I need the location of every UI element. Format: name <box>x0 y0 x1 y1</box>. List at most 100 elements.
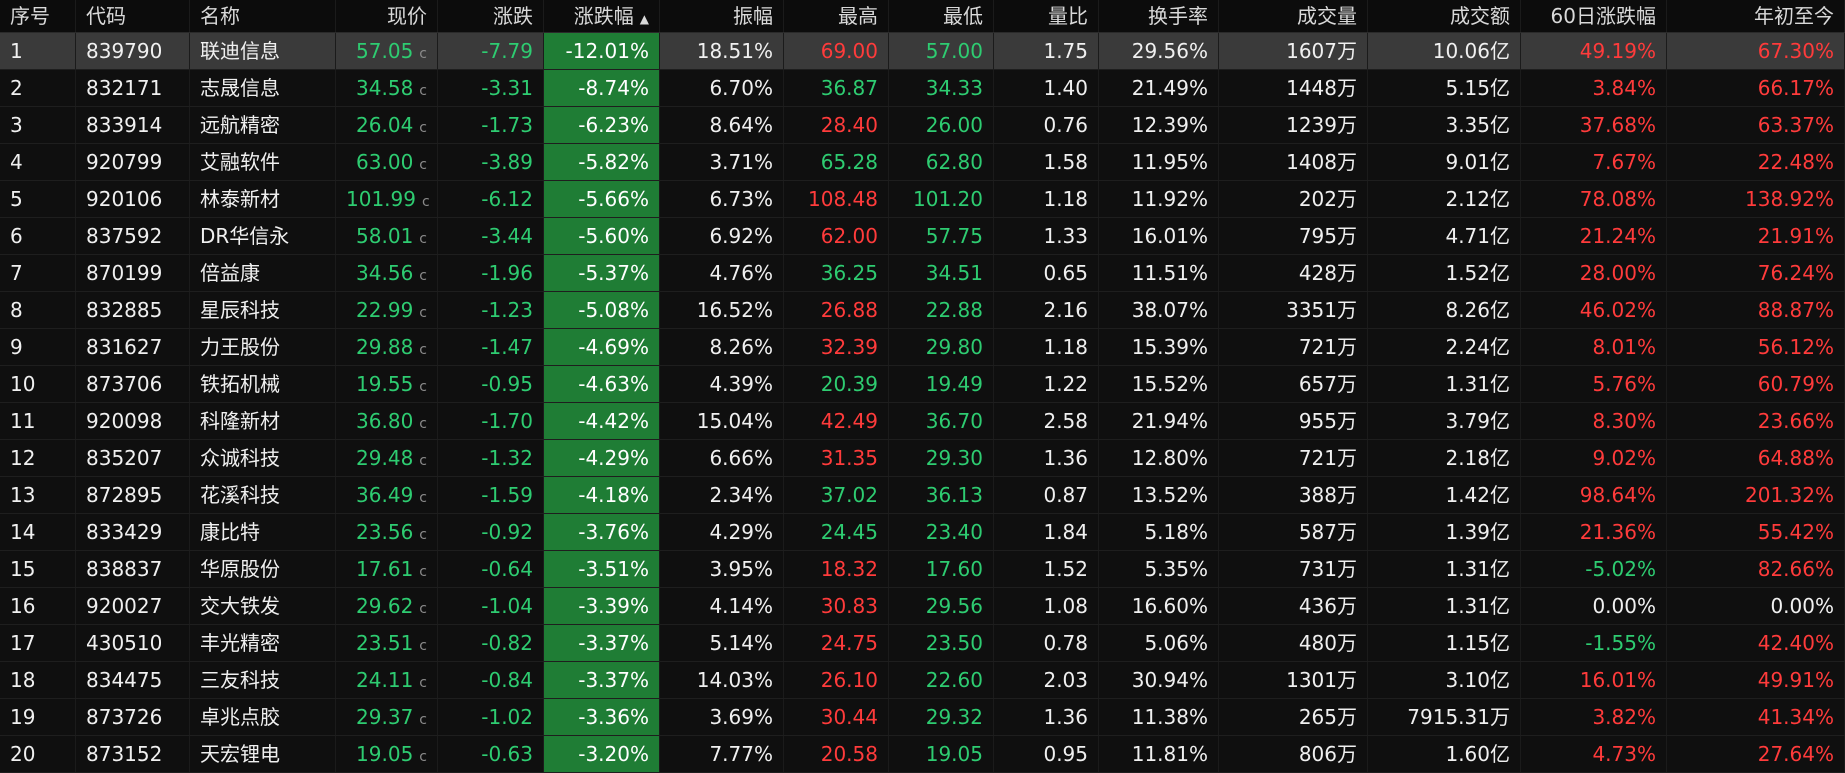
header-code[interactable]: 代码 <box>76 0 190 32</box>
header-change[interactable]: 涨跌 <box>438 0 544 32</box>
table-row[interactable]: 11 920098 科隆新材 36.80 c -1.70 -4.42% 15.04% 42.49… <box>0 403 1845 440</box>
stock-name[interactable]: 三友科技 <box>190 662 336 698</box>
table-row[interactable]: 16 920027 交大铁发 29.62 c -1.04 -3.39% 4.14% 30.83 2… <box>0 588 1845 625</box>
change-pct: -6.23% <box>544 107 660 143</box>
stock-name[interactable]: 力王股份 <box>190 329 336 365</box>
amplitude: 18.51% <box>660 33 784 69</box>
header-low[interactable]: 最低 <box>889 0 994 32</box>
stock-name[interactable]: 星辰科技 <box>190 292 336 328</box>
stock-code[interactable]: 837592 <box>76 218 190 254</box>
table-row[interactable]: 2 832171 志晟信息 34.58 c -3.31 -8.74% 6.70% 36.87 34… <box>0 70 1845 107</box>
row-index: 18 <box>0 662 76 698</box>
header-60d-change[interactable]: 60日涨跌幅 <box>1521 0 1667 32</box>
stock-code[interactable]: 839790 <box>76 33 190 69</box>
stock-code[interactable]: 920106 <box>76 181 190 217</box>
table-row[interactable]: 13 872895 花溪科技 36.49 c -1.59 -4.18% 2.34% 37.02 3… <box>0 477 1845 514</box>
table-row[interactable]: 19 873726 卓兆点胶 29.37 c -1.02 -3.36% 3.69% 30.44 2… <box>0 699 1845 736</box>
table-row[interactable]: 12 835207 众诚科技 29.48 c -1.32 -4.29% 6.66% 31.35 2… <box>0 440 1845 477</box>
price-change: -1.96 <box>438 255 544 291</box>
stock-name[interactable]: 远航精密 <box>190 107 336 143</box>
header-ytd[interactable]: 年初至今 <box>1667 0 1845 32</box>
stock-name[interactable]: DR华信永 <box>190 218 336 254</box>
price-flag: c <box>419 490 427 506</box>
stock-code[interactable]: 873152 <box>76 736 190 772</box>
table-row[interactable]: 7 870199 倍益康 34.56 c -1.96 -5.37% 4.76% 36.25 34.… <box>0 255 1845 292</box>
price-flag: c <box>419 749 427 765</box>
stock-code[interactable]: 873726 <box>76 699 190 735</box>
stock-name[interactable]: 康比特 <box>190 514 336 550</box>
stock-name[interactable]: 林泰新材 <box>190 181 336 217</box>
table-row[interactable]: 10 873706 铁拓机械 19.55 c -0.95 -4.63% 4.39% 20.39 1… <box>0 366 1845 403</box>
stock-code[interactable]: 430510 <box>76 625 190 661</box>
stock-code[interactable]: 833914 <box>76 107 190 143</box>
change-60d: 98.64% <box>1521 477 1667 513</box>
table-row[interactable]: 3 833914 远航精密 26.04 c -1.73 -6.23% 8.64% 28.40 26… <box>0 107 1845 144</box>
amplitude: 4.76% <box>660 255 784 291</box>
change-pct: -3.39% <box>544 588 660 624</box>
header-volume[interactable]: 成交量 <box>1219 0 1368 32</box>
header-price[interactable]: 现价 <box>336 0 438 32</box>
stock-name[interactable]: 铁拓机械 <box>190 366 336 402</box>
stock-name[interactable]: 科隆新材 <box>190 403 336 439</box>
stock-code[interactable]: 831627 <box>76 329 190 365</box>
change-pct: -4.42% <box>544 403 660 439</box>
table-row[interactable]: 15 838837 华原股份 17.61 c -0.64 -3.51% 3.95% 18.32 1… <box>0 551 1845 588</box>
header-amplitude[interactable]: 振幅 <box>660 0 784 32</box>
header-high[interactable]: 最高 <box>784 0 889 32</box>
stock-code[interactable]: 872895 <box>76 477 190 513</box>
stock-code[interactable]: 873706 <box>76 366 190 402</box>
header-volume-ratio[interactable]: 量比 <box>994 0 1099 32</box>
table-row[interactable]: 18 834475 三友科技 24.11 c -0.84 -3.37% 14.03% 26.10… <box>0 662 1845 699</box>
stock-name[interactable]: 联迪信息 <box>190 33 336 69</box>
table-row[interactable]: 9 831627 力王股份 29.88 c -1.47 -4.69% 8.26% 32.39 29… <box>0 329 1845 366</box>
stock-name[interactable]: 天宏锂电 <box>190 736 336 772</box>
stock-code[interactable]: 835207 <box>76 440 190 476</box>
stock-name[interactable]: 艾融软件 <box>190 144 336 180</box>
price-flag: c <box>419 268 427 284</box>
price-flag: c <box>419 305 427 321</box>
stock-code[interactable]: 870199 <box>76 255 190 291</box>
volume-ratio: 2.16 <box>994 292 1099 328</box>
stock-name[interactable]: 交大铁发 <box>190 588 336 624</box>
table-row[interactable]: 8 832885 星辰科技 22.99 c -1.23 -5.08% 16.52% 26.88 2… <box>0 292 1845 329</box>
stock-name[interactable]: 华原股份 <box>190 551 336 587</box>
header-turnover-rate[interactable]: 换手率 <box>1099 0 1219 32</box>
high-price: 69.00 <box>784 33 889 69</box>
volume-ratio: 1.18 <box>994 329 1099 365</box>
stock-name[interactable]: 众诚科技 <box>190 440 336 476</box>
stock-code[interactable]: 833429 <box>76 514 190 550</box>
current-price: 29.37 c <box>336 699 438 735</box>
table-row[interactable]: 14 833429 康比特 23.56 c -0.92 -3.76% 4.29% 24.45 23… <box>0 514 1845 551</box>
stock-name[interactable]: 倍益康 <box>190 255 336 291</box>
table-row[interactable]: 17 430510 丰光精密 23.51 c -0.82 -3.37% 5.14% 24.75 2… <box>0 625 1845 662</box>
table-row[interactable]: 5 920106 林泰新材 101.99 c -6.12 -5.66% 6.73% 108.48… <box>0 181 1845 218</box>
table-row[interactable]: 1 839790 联迪信息 57.05 c -7.79 -12.01% 18.51% 69.00… <box>0 33 1845 70</box>
low-price: 36.70 <box>889 403 994 439</box>
high-price: 20.39 <box>784 366 889 402</box>
stock-name[interactable]: 卓兆点胶 <box>190 699 336 735</box>
high-price: 62.00 <box>784 218 889 254</box>
stock-code[interactable]: 832171 <box>76 70 190 106</box>
volume: 731万 <box>1219 551 1368 587</box>
stock-name[interactable]: 志晟信息 <box>190 70 336 106</box>
header-index[interactable]: 序号 <box>0 0 76 32</box>
stock-code[interactable]: 920027 <box>76 588 190 624</box>
amplitude: 6.70% <box>660 70 784 106</box>
header-amount[interactable]: 成交额 <box>1368 0 1521 32</box>
stock-code[interactable]: 920799 <box>76 144 190 180</box>
stock-name[interactable]: 丰光精密 <box>190 625 336 661</box>
volume: 265万 <box>1219 699 1368 735</box>
stock-code[interactable]: 832885 <box>76 292 190 328</box>
table-row[interactable]: 20 873152 天宏锂电 19.05 c -0.63 -3.20% 7.77% 20.58 1… <box>0 736 1845 773</box>
low-price: 62.80 <box>889 144 994 180</box>
stock-name[interactable]: 花溪科技 <box>190 477 336 513</box>
volume: 436万 <box>1219 588 1368 624</box>
volume-ratio: 1.08 <box>994 588 1099 624</box>
stock-code[interactable]: 834475 <box>76 662 190 698</box>
header-name[interactable]: 名称 <box>190 0 336 32</box>
table-row[interactable]: 6 837592 DR华信永 58.01 c -3.44 -5.60% 6.92% 62.00 5… <box>0 218 1845 255</box>
header-change-pct[interactable]: 涨跌幅 ▲ <box>544 0 660 32</box>
table-row[interactable]: 4 920799 艾融软件 63.00 c -3.89 -5.82% 3.71% 65.28 62… <box>0 144 1845 181</box>
stock-code[interactable]: 920098 <box>76 403 190 439</box>
stock-code[interactable]: 838837 <box>76 551 190 587</box>
